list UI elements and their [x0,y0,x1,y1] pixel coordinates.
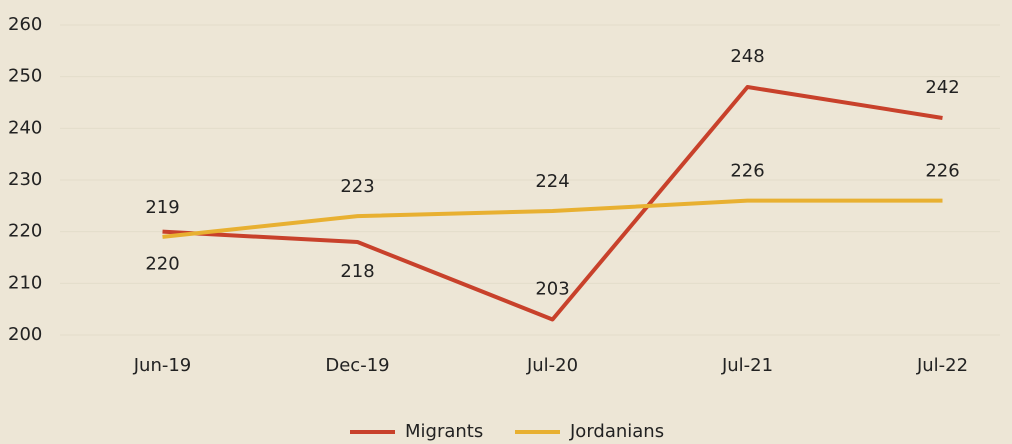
data-label: 224 [535,171,569,192]
y-tick-label: 260 [8,14,42,35]
data-label: 226 [925,161,959,182]
x-tick-label: Jun-19 [133,355,192,376]
x-tick-label: Jul-22 [916,355,968,376]
data-label: 203 [535,279,569,300]
series-line [162,85,943,322]
data-label: 223 [340,176,374,197]
y-tick-label: 210 [8,272,42,293]
data-label: 220 [145,254,179,275]
y-tick-label: 200 [8,324,42,345]
data-label: 242 [925,77,959,98]
data-label: 218 [340,261,374,282]
data-label: 219 [145,197,179,218]
data-label: 226 [730,161,764,182]
y-tick-label: 230 [8,169,42,190]
y-tick-label: 220 [8,221,42,242]
x-tick-label: Dec-19 [325,355,389,376]
data-label: 248 [730,46,764,67]
legend-label: Jordanians [569,421,664,442]
legend-label: Migrants [405,421,483,442]
y-tick-label: 240 [8,117,42,138]
series-line [162,198,943,239]
x-tick-label: Jul-20 [526,355,578,376]
x-tick-label: Jul-21 [721,355,773,376]
y-tick-label: 250 [8,66,42,87]
